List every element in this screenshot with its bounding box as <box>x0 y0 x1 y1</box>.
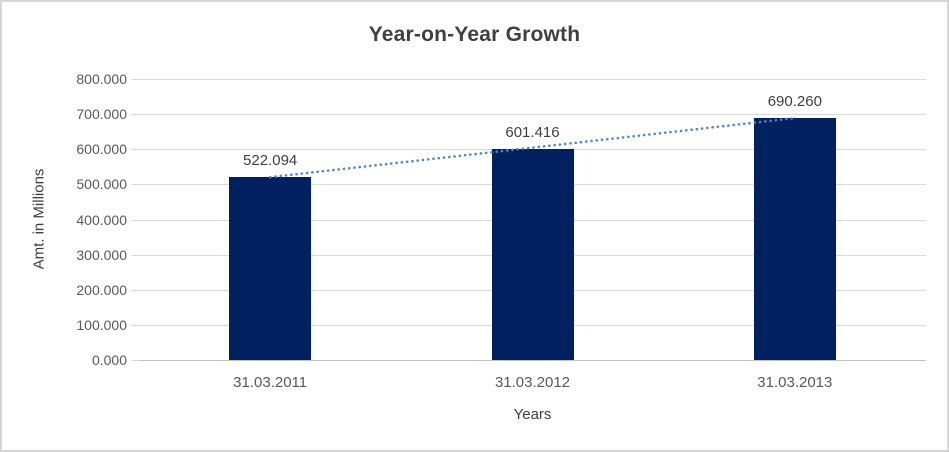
y-axis-tick <box>131 114 139 115</box>
gridline <box>139 79 926 80</box>
x-axis-line <box>139 360 926 361</box>
y-tick-label: 700.000 <box>76 106 127 122</box>
y-tick-label: 400.000 <box>76 212 127 228</box>
bar-data-label: 690.260 <box>767 92 822 110</box>
x-tick-label: 31.03.2013 <box>757 374 833 391</box>
y-tick-label: 300.000 <box>76 247 127 263</box>
y-axis-tick <box>131 360 139 361</box>
y-axis-tick <box>131 220 139 221</box>
y-tick-label: 800.000 <box>76 71 127 87</box>
bar-data-label: 601.416 <box>505 123 560 141</box>
x-tick-label: 31.03.2012 <box>494 374 571 391</box>
y-axis-tick <box>131 290 139 291</box>
plot-area: 522.094 601.416 690.260 <box>139 79 926 361</box>
trendline-dotted <box>268 116 797 179</box>
y-tick-label: 500.000 <box>76 176 127 192</box>
y-axis-tick <box>131 149 139 150</box>
bar-data-label: 522.094 <box>243 151 298 169</box>
y-tick-label: 100.000 <box>76 317 127 333</box>
y-axis-tick <box>131 255 139 256</box>
chart-title: Year-on-Year Growth <box>368 23 581 46</box>
bar <box>753 117 836 360</box>
y-axis-tick <box>131 184 139 185</box>
y-tick-label: 200.000 <box>76 282 127 298</box>
y-axis-tick <box>131 79 139 80</box>
y-tick-label: 0.000 <box>91 352 127 368</box>
trendline-layer <box>268 116 797 179</box>
bar <box>229 176 312 360</box>
bar <box>491 148 574 360</box>
x-tick-label: 31.03.2011 <box>233 374 308 391</box>
x-axis-title: Years <box>513 406 552 423</box>
gridline <box>139 114 926 115</box>
y-tick-label: 600.000 <box>76 141 127 157</box>
y-axis-tick <box>131 325 139 326</box>
